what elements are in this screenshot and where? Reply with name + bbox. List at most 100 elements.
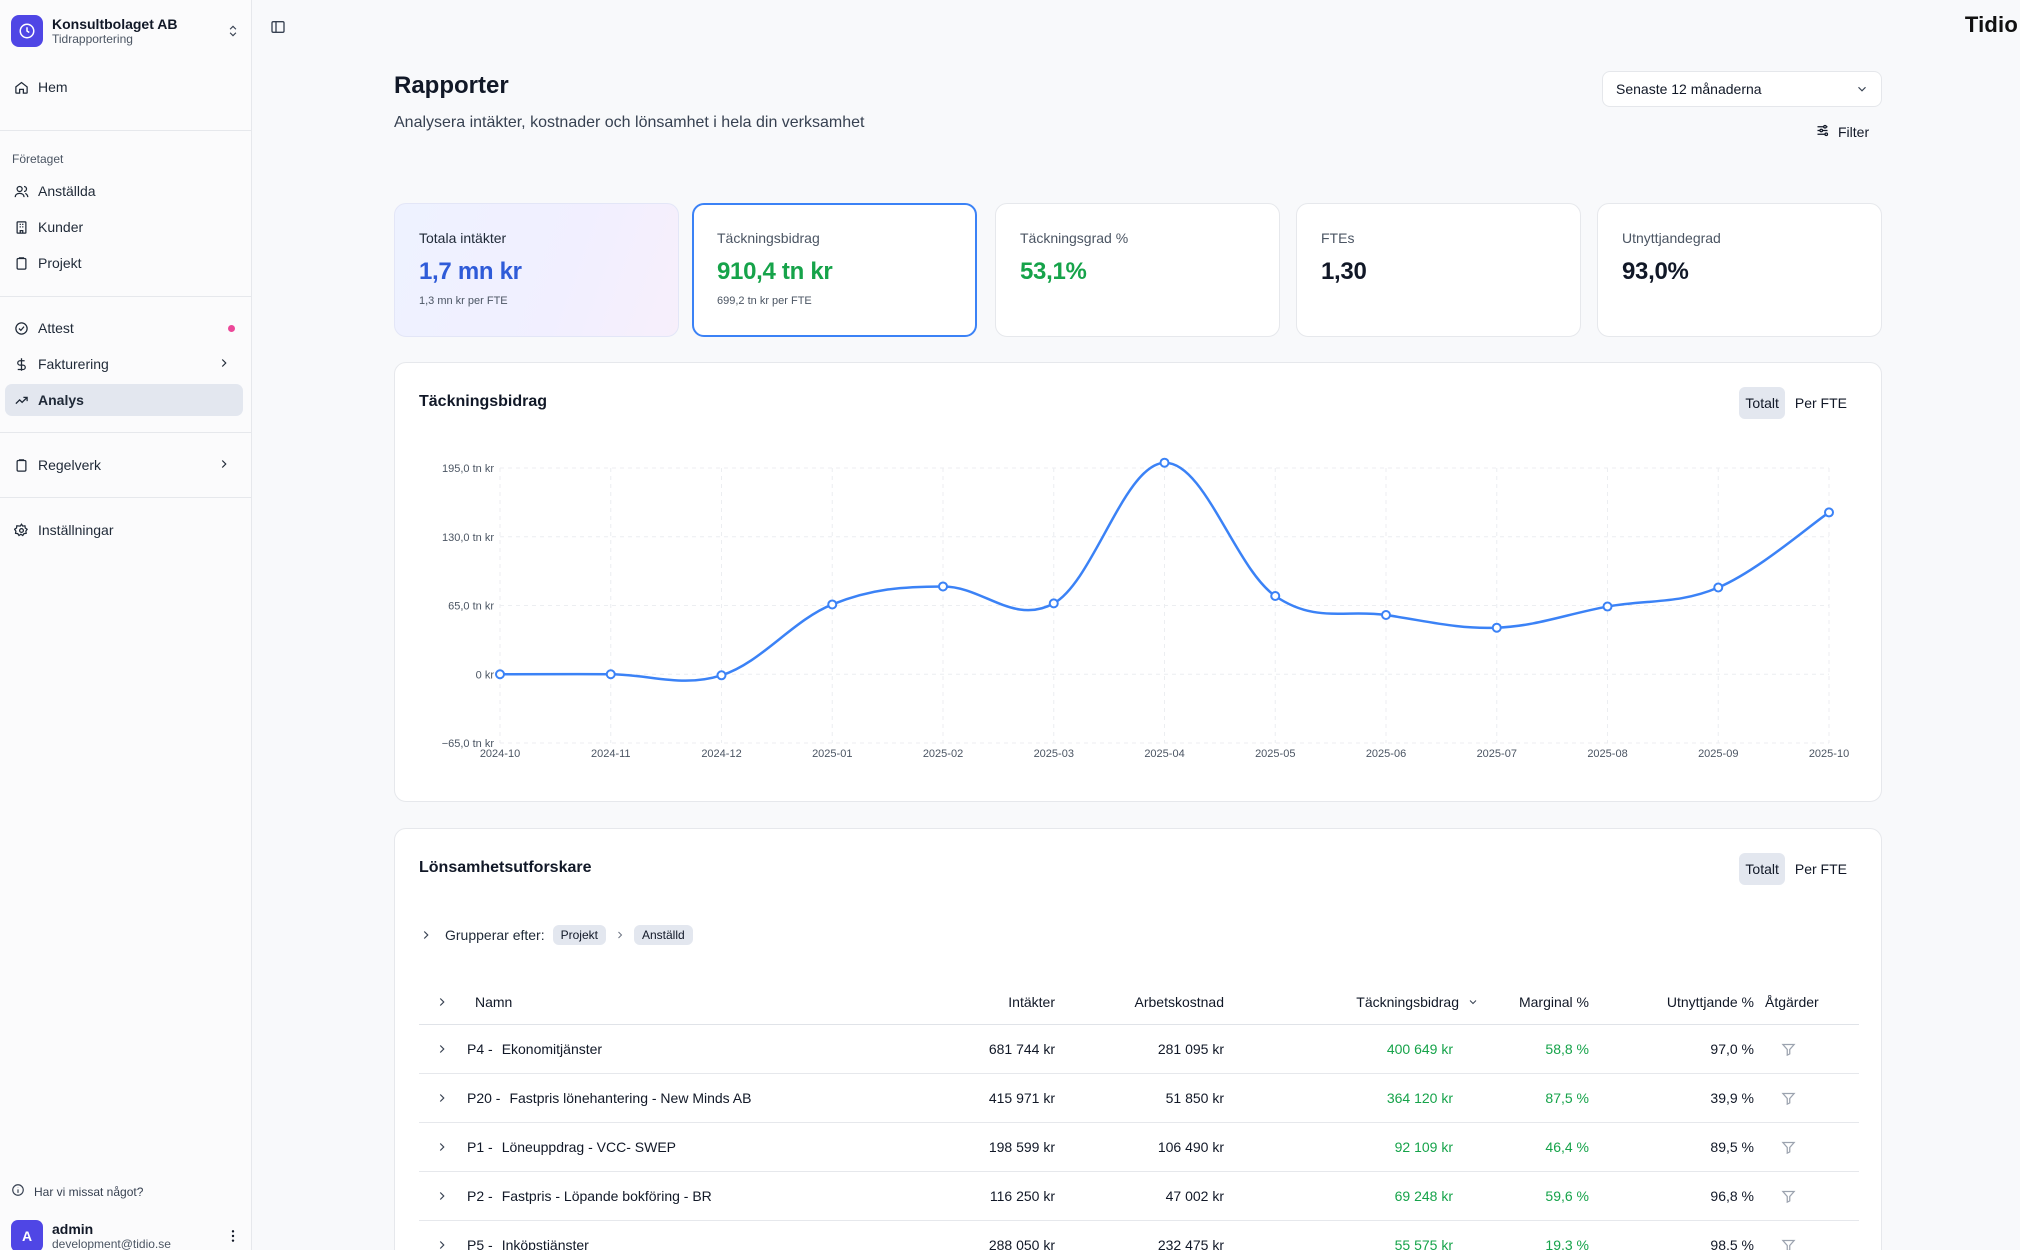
user-menu[interactable]: A admin development@tidio.se	[11, 1220, 241, 1250]
col-labor-cost[interactable]: Arbetskostnad	[1134, 993, 1225, 1010]
x-tick-label: 2025-07	[1477, 748, 1517, 760]
row-title: Löneuppdrag - VCC- SWEP	[501, 1139, 676, 1155]
table-row[interactable]: P4 - Ekonomitjänster 681 744 kr 281 095 kr 4…	[419, 1025, 1859, 1074]
table-row[interactable]: P2 - Fastpris - Löpande bokföring - BR 116…	[419, 1172, 1859, 1221]
group-pill-project[interactable]: Projekt	[552, 925, 606, 945]
help-link[interactable]: Har vi missat något?	[11, 1183, 143, 1200]
kpi-card-contribution[interactable]: Täckningsbidrag 910,4 tn kr 699,2 tn kr …	[692, 203, 977, 337]
row-margin: 59,6 %	[1545, 1188, 1589, 1204]
kpi-sub: 1,3 mn kr per FTE	[419, 295, 508, 307]
chevron-right-icon[interactable]	[419, 928, 433, 942]
kpi-sub: 699,2 tn kr per FTE	[717, 295, 812, 307]
nav-attest[interactable]: Attest	[5, 312, 243, 344]
table-row[interactable]: P5 - Inköpstjänster 288 050 kr 232 475 kr 55…	[419, 1221, 1859, 1250]
col-contribution[interactable]: Täckningsbidrag	[1356, 979, 1479, 1024]
org-switcher[interactable]: Konsultbolaget AB Tidrapportering	[11, 14, 241, 48]
nav-settings[interactable]: Inställningar	[5, 514, 243, 546]
nav-employees-label: Anställda	[38, 183, 96, 199]
row-name: P4 - Ekonomitjänster	[467, 1025, 602, 1073]
nav-analysis[interactable]: Analys	[5, 384, 243, 416]
row-utilization: 98,5 %	[1710, 1237, 1754, 1250]
toggle-total[interactable]: Totalt	[1739, 387, 1785, 419]
row-title: Inköpstjänster	[501, 1237, 589, 1250]
nav-home[interactable]: Hem	[5, 71, 243, 103]
row-code: P1 -	[467, 1139, 493, 1155]
expand-row-icon[interactable]	[435, 1221, 451, 1250]
col-margin[interactable]: Marginal %	[1518, 993, 1589, 1010]
period-select[interactable]: Senaste 12 månaderna	[1602, 71, 1882, 107]
clipboard-icon	[13, 255, 29, 271]
info-icon	[11, 1183, 25, 1200]
row-contribution: 92 109 kr	[1394, 1139, 1453, 1155]
divider	[0, 296, 251, 297]
more-vertical-icon[interactable]	[225, 1228, 241, 1244]
filter-icon[interactable]	[1781, 1074, 1796, 1122]
expand-row-icon[interactable]	[435, 1025, 451, 1073]
row-code: P5 -	[467, 1237, 493, 1250]
x-tick-label: 2025-01	[812, 748, 852, 760]
table-row[interactable]: P1 - Löneuppdrag - VCC- SWEP 198 599 kr 106…	[419, 1123, 1859, 1172]
col-revenue[interactable]: Intäkter	[1008, 993, 1055, 1010]
kpi-card-contribution-margin[interactable]: Täckningsgrad % 53,1%	[995, 203, 1280, 337]
group-pill-employee[interactable]: Anställd	[633, 925, 693, 945]
filter-button[interactable]: Filter	[1815, 121, 1869, 143]
page-subtitle: Analysera intäkter, kostnader och lönsam…	[394, 114, 865, 131]
nav-employees[interactable]: Anställda	[5, 175, 243, 207]
nav-rules[interactable]: Regelverk	[5, 449, 243, 481]
expand-all-icon[interactable]	[435, 979, 451, 1024]
divider	[0, 432, 251, 433]
data-point	[1048, 598, 1059, 609]
row-contribution: 55 575 kr	[1394, 1237, 1453, 1250]
kpi-value: 1,7 mn kr	[419, 258, 522, 285]
row-labor-cost: 47 002 kr	[1165, 1188, 1224, 1204]
x-tick-label: 2025-09	[1698, 748, 1738, 760]
row-contribution: 364 120 kr	[1386, 1090, 1453, 1106]
toggle-per-fte[interactable]: Per FTE	[1794, 861, 1847, 877]
dollar-icon	[13, 356, 29, 372]
gear-icon	[13, 522, 29, 538]
kpi-card-ftes[interactable]: FTEs 1,30	[1296, 203, 1581, 337]
row-name: P1 - Löneuppdrag - VCC- SWEP	[467, 1123, 676, 1171]
row-name: P20 - Fastpris lönehantering - New Minds …	[467, 1074, 751, 1122]
expand-row-icon[interactable]	[435, 1172, 451, 1220]
filter-icon[interactable]	[1781, 1172, 1796, 1220]
toggle-total[interactable]: Totalt	[1739, 853, 1785, 885]
sidebar-toggle-icon[interactable]	[270, 19, 286, 35]
expand-row-icon[interactable]	[435, 1074, 451, 1122]
row-title: Fastpris - Löpande bokföring - BR	[501, 1188, 712, 1204]
kpi-label: FTEs	[1321, 230, 1355, 246]
row-name: P5 - Inköpstjänster	[467, 1221, 589, 1250]
expand-row-icon[interactable]	[435, 1123, 451, 1171]
help-label: Har vi missat något?	[34, 1184, 144, 1199]
notification-dot	[228, 325, 235, 332]
data-point	[1713, 582, 1724, 593]
kpi-card-total-revenue[interactable]: Totala intäkter 1,7 mn kr 1,3 mn kr per …	[394, 203, 679, 337]
filter-icon[interactable]	[1781, 1221, 1796, 1250]
table-row[interactable]: P20 - Fastpris lönehantering - New Minds …	[419, 1074, 1859, 1123]
x-tick-label: 2025-03	[1034, 748, 1074, 760]
nav-billing[interactable]: Fakturering	[5, 348, 243, 380]
col-utilization[interactable]: Utnyttjande %	[1666, 993, 1754, 1010]
toggle-per-fte[interactable]: Per FTE	[1794, 395, 1847, 411]
row-labor-cost: 106 490 kr	[1157, 1139, 1224, 1155]
row-revenue: 288 050 kr	[988, 1237, 1055, 1250]
row-utilization: 96,8 %	[1710, 1188, 1754, 1204]
nav-projects[interactable]: Projekt	[5, 247, 243, 279]
table-header-row: Namn Intäkter Arbetskostnad Täckningsbid…	[419, 979, 1859, 1025]
nav-customers[interactable]: Kunder	[5, 211, 243, 243]
data-point	[605, 669, 616, 680]
org-name: Konsultbolaget AB	[52, 15, 178, 32]
kpi-card-utilization[interactable]: Utnyttjandegrad 93,0%	[1597, 203, 1882, 337]
period-select-value: Senaste 12 månaderna	[1616, 81, 1762, 97]
nav-home-label: Hem	[38, 79, 68, 95]
data-point	[716, 670, 727, 681]
col-name[interactable]: Namn	[475, 993, 513, 1010]
y-tick-label: 65,0 tn kr	[448, 601, 494, 613]
row-labor-cost: 51 850 kr	[1165, 1090, 1224, 1106]
filter-icon[interactable]	[1781, 1025, 1796, 1073]
sliders-icon	[1815, 123, 1830, 141]
nav-analysis-label: Analys	[38, 392, 84, 408]
row-margin: 87,5 %	[1545, 1090, 1589, 1106]
filter-icon[interactable]	[1781, 1123, 1796, 1171]
row-revenue: 415 971 kr	[988, 1090, 1055, 1106]
